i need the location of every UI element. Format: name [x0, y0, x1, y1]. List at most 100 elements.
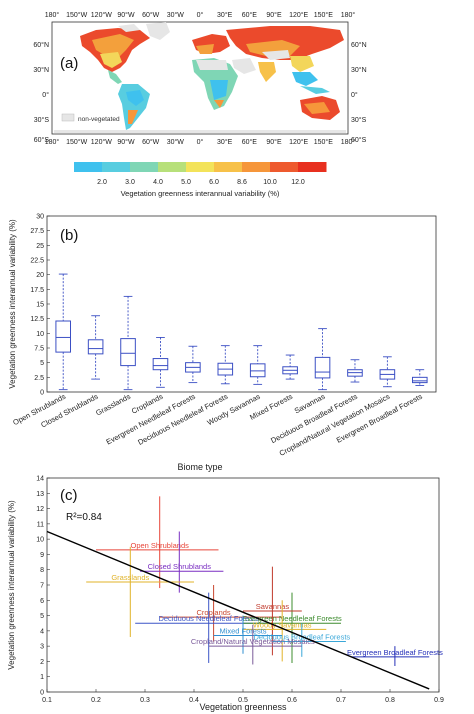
lon-tick-top: 120°W [91, 11, 112, 19]
box-3 [152, 336, 169, 388]
scatter-point: Open Shrublands [96, 496, 219, 589]
box-iqr [87, 339, 104, 355]
panel-b-ytick: 12.5 [30, 316, 44, 323]
lon-tick-top: 150°E [314, 11, 333, 19]
panel-c-xtick: 0.1 [42, 697, 52, 704]
biome-label: Grasslands [94, 392, 132, 418]
lon-tick-bottom: 150°W [66, 138, 87, 146]
box-1 [87, 315, 104, 380]
nonveg-label: non-vegetated [78, 116, 120, 123]
lon-tick-bottom: 30°E [217, 138, 233, 146]
panel-c-ytick: 4 [40, 628, 44, 635]
scatter-point: Closed Shrublands [140, 531, 224, 593]
lat-tick-right: 0° [351, 91, 358, 99]
scatter-point: Mixed Forests [213, 615, 283, 654]
panel-c-ytick: 11 [37, 521, 44, 528]
colorbar-tick: 8.6 [237, 179, 247, 186]
panel-c-xtick: 0.5 [238, 697, 248, 704]
panel-c-xtick: 0.3 [140, 697, 150, 704]
panel-b-ytick: 30 [36, 214, 44, 221]
colorbar-cell [270, 162, 299, 172]
colorbar-tick: 6.0 [209, 179, 219, 186]
lon-tick-top: 180° [45, 11, 60, 19]
box-2 [120, 295, 136, 391]
panel-c-ylabel: Vegetation greenness interannual variabi… [7, 500, 16, 670]
panel-b-ytick: 7.5 [34, 346, 44, 353]
lat-tick-left: 30°S [34, 116, 50, 124]
panel-c-ytick: 6 [40, 598, 44, 605]
panel-b-ytick: 2.5 [34, 375, 44, 382]
box-5 [217, 345, 234, 385]
panel-c-label: (c) [60, 487, 78, 504]
panel-c-xtick: 0.7 [336, 697, 346, 704]
point-label: Cropland/Natural Vegetation Mosaics [191, 637, 315, 646]
colorbar-cell [186, 162, 215, 172]
panel-b-ytick: 25 [36, 243, 44, 250]
lat-tick-right: 30°S [351, 116, 367, 124]
lon-tick-top: 150°W [66, 11, 87, 19]
scatter-point: Evergreen Broadleaf Forests [347, 646, 443, 667]
panel-b-ytick: 27.5 [30, 228, 44, 235]
point-label: Woody Savannas [253, 620, 312, 629]
map-ticks: 180° 180° 150°W 150°W 120°W 120°W 90°W 90°W 60°W… [33, 11, 366, 146]
panel-c-ytick: 8 [40, 567, 44, 574]
panel-b-ytick: 10 [36, 331, 44, 338]
panel-c-ytick: 7 [40, 583, 44, 590]
point-label: Open Shrublands [131, 541, 190, 550]
box-6 [249, 345, 266, 385]
lat-tick-right: 30°N [351, 66, 367, 74]
map-land [54, 22, 346, 133]
lon-tick-top: 30°E [217, 11, 233, 19]
colorbar-tick: 5.0 [181, 179, 191, 186]
panel-b-ylabel: Vegetation greenness interannual variabi… [8, 219, 17, 389]
lon-tick-top: 90°E [266, 11, 282, 19]
panel-b-xlabel: Biome type [177, 462, 222, 472]
panel-c-ytick: 5 [40, 613, 44, 620]
lon-tick-bottom: 150°E [314, 138, 333, 146]
lon-tick-top: 180° [341, 11, 356, 19]
colorbar: 2.0 3.0 4.0 5.0 6.0 8.6 10.0 12.0 Vegetation gr… [74, 162, 327, 198]
box-iqr [152, 358, 169, 371]
colorbar-cell [74, 162, 103, 172]
box-iqr [314, 356, 331, 379]
colorbar-title: Vegetation greenness interannual variabi… [121, 189, 280, 198]
colorbar-cell [130, 162, 159, 172]
box-0 [55, 273, 72, 391]
panel-c-frame [46, 477, 440, 693]
panel-c-xtick: 0.2 [91, 697, 101, 704]
panel-a-map: (a) non-vegetated 180° 180° 150°W 150°W 120°… [33, 11, 366, 146]
point-label: Savannas [256, 602, 290, 611]
lon-tick-bottom: 90°W [117, 138, 135, 146]
lat-tick-left: 60°S [34, 136, 50, 144]
panel-b-ytick: 0 [40, 390, 44, 397]
lon-tick-top: 120°E [289, 11, 308, 19]
lat-tick-right: 60°N [351, 41, 367, 49]
panel-c-ytick: 3 [40, 644, 44, 651]
lon-tick-top: 0° [197, 11, 204, 19]
lon-tick-bottom: 120°E [289, 138, 308, 146]
point-label: Mixed Forests [219, 626, 266, 635]
colorbar-tick: 10.0 [263, 179, 277, 186]
lon-tick-bottom: 60°W [142, 138, 160, 146]
box-iqr [55, 320, 72, 353]
point-label: Grasslands [111, 573, 149, 582]
box-10 [379, 356, 396, 388]
lat-tick-right: 60°S [351, 136, 367, 144]
biome-label: Closed Shrublands [39, 392, 99, 430]
point-label: Closed Shrublands [148, 562, 212, 571]
lat-tick-left: 30°N [33, 66, 49, 74]
box-iqr [411, 376, 428, 384]
panel-b-boxplot: (b) Biome type Vegetation greenness inte… [8, 214, 437, 472]
panel-b-ytick: 17.5 [30, 287, 44, 294]
colorbar-tick: 12.0 [291, 179, 305, 186]
lat-tick-left: 60°N [33, 41, 49, 49]
lon-tick-top: 60°E [242, 11, 258, 19]
panel-c-ytick: 12 [36, 506, 44, 513]
panel-c-ytick: 10 [36, 537, 44, 544]
panel-c-ytick: 13 [36, 491, 44, 498]
lon-tick-top: 30°W [167, 11, 185, 19]
nonveg-swatch [61, 113, 75, 122]
lon-tick-bottom: 60°E [242, 138, 258, 146]
panel-c-ytick: 2 [40, 659, 44, 666]
